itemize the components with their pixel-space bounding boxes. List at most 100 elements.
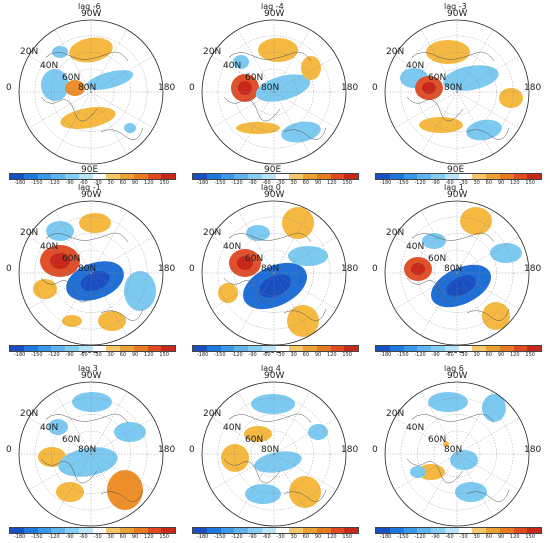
anomaly-region — [245, 484, 281, 504]
label-0: 0 — [372, 264, 378, 274]
colorbar — [192, 173, 359, 180]
colorbar-tick-label: 60 — [302, 180, 310, 186]
anomaly-region — [426, 40, 470, 64]
label-80n: 80N — [78, 83, 97, 93]
meridian-line — [456, 236, 520, 274]
colorbar-swatch — [234, 528, 248, 533]
latitude-circle — [433, 430, 481, 478]
colorbar-tick-label: -30 — [459, 534, 468, 540]
polar-map — [18, 19, 164, 165]
label-40n: 40N — [406, 423, 425, 433]
colorbar-swatch — [499, 174, 514, 179]
colorbar-swatch — [220, 528, 235, 533]
colorbar-tick-label: 150 — [342, 352, 352, 358]
colorbar-swatch — [376, 528, 390, 533]
label-90w: 90W — [264, 371, 285, 381]
colorbar-tick-label: -90 — [65, 534, 74, 540]
colorbar-swatch — [417, 174, 431, 179]
colorbar-swatch — [316, 346, 331, 351]
colorbar-swatch — [51, 528, 65, 533]
colorbar-tick-label: 30 — [290, 180, 297, 186]
label-80n: 80N — [444, 445, 463, 455]
colorbar-tick-label: 90 — [497, 352, 505, 358]
colorbar-swatch — [472, 174, 486, 179]
label-90w: 90W — [447, 371, 468, 381]
colorbar-tick-label: 60 — [485, 534, 493, 540]
colorbar-tick-label: 30 — [107, 534, 114, 540]
meridian-line — [90, 453, 154, 491]
anomaly-region — [282, 207, 314, 239]
colorbar-tick-label: 150 — [525, 534, 535, 540]
label-90e: 90E — [447, 165, 465, 175]
colorbar-tick-label: 120 — [327, 534, 337, 540]
anomaly-region — [482, 302, 510, 330]
colorbar-tick-label: -30 — [459, 180, 468, 186]
colorbar-swatch — [289, 346, 303, 351]
anomaly-region — [86, 70, 134, 90]
anomaly-region — [72, 392, 112, 412]
label-90w: 90W — [81, 371, 102, 381]
colorbar-tick-label: -90 — [248, 352, 257, 358]
label-80n: 80N — [78, 445, 97, 455]
map-boundary — [18, 381, 164, 527]
colorbar-swatch — [92, 174, 107, 179]
colorbar-tick-label: -30 — [93, 180, 102, 186]
map-panel: lag -6 90W 90E 0 180 20N 40N 60N 80N — [0, 0, 183, 181]
label-20n: 20N — [386, 409, 405, 419]
meridian-line — [273, 417, 337, 455]
colorbar-swatch — [133, 528, 148, 533]
colorbar-tick-label: -150 — [214, 180, 226, 186]
label-90e: 90E — [264, 165, 282, 175]
colorbar-tick-label: -120 — [231, 352, 243, 358]
label-180: 180 — [158, 445, 176, 455]
meridian-line — [273, 91, 311, 155]
colorbar-swatch — [486, 174, 500, 179]
colorbar-swatch — [513, 346, 528, 351]
colorbar-tick-label: -30 — [276, 534, 285, 540]
label-60n: 60N — [428, 254, 447, 264]
colorbar-swatch — [106, 346, 120, 351]
colorbar-tick-label: -150 — [214, 534, 226, 540]
colorbar-tick-label: 90 — [131, 534, 139, 540]
colorbar-tick-label: -60 — [445, 352, 454, 358]
anomaly-region — [38, 447, 66, 467]
polar-map — [201, 19, 347, 165]
anomaly-region — [233, 55, 249, 69]
colorbar-swatch — [106, 174, 120, 179]
colorbar-tick-label: -120 — [48, 534, 60, 540]
coastline — [40, 232, 144, 321]
anomaly-region — [490, 243, 522, 263]
colorbar-swatch — [248, 528, 262, 533]
colorbar-swatch — [513, 528, 528, 533]
latitude-circle — [400, 216, 514, 330]
colorbar-tick-label: 150 — [342, 534, 352, 540]
lag-title: lag -1 — [78, 183, 101, 192]
anomaly-region — [499, 88, 523, 108]
meridian-line — [273, 91, 337, 129]
label-90w: 90W — [81, 190, 102, 200]
label-20n: 20N — [20, 228, 39, 238]
meridian-line — [273, 236, 337, 274]
colorbar-swatch — [10, 174, 24, 179]
label-180: 180 — [341, 83, 359, 93]
anomaly-region — [244, 426, 272, 442]
anomaly-region — [124, 271, 156, 311]
colorbar-tick-label: -150 — [31, 352, 43, 358]
colorbar-swatch — [120, 346, 134, 351]
anomaly-region — [246, 225, 270, 241]
colorbar-tick-label: -120 — [48, 352, 60, 358]
label-90w: 90W — [447, 9, 468, 19]
colorbar — [9, 345, 176, 352]
colorbar-swatch — [458, 528, 473, 533]
anomaly-region — [79, 213, 111, 233]
meridian-line — [90, 453, 128, 517]
label-20n: 20N — [203, 409, 222, 419]
meridian-line — [237, 453, 275, 517]
colorbar-swatch — [261, 346, 276, 351]
meridian-line — [237, 29, 275, 93]
colorbar-swatch — [344, 346, 358, 351]
anomaly-core — [446, 275, 476, 297]
colorbar-tick-label: -90 — [431, 352, 440, 358]
anomaly-region — [482, 394, 506, 422]
